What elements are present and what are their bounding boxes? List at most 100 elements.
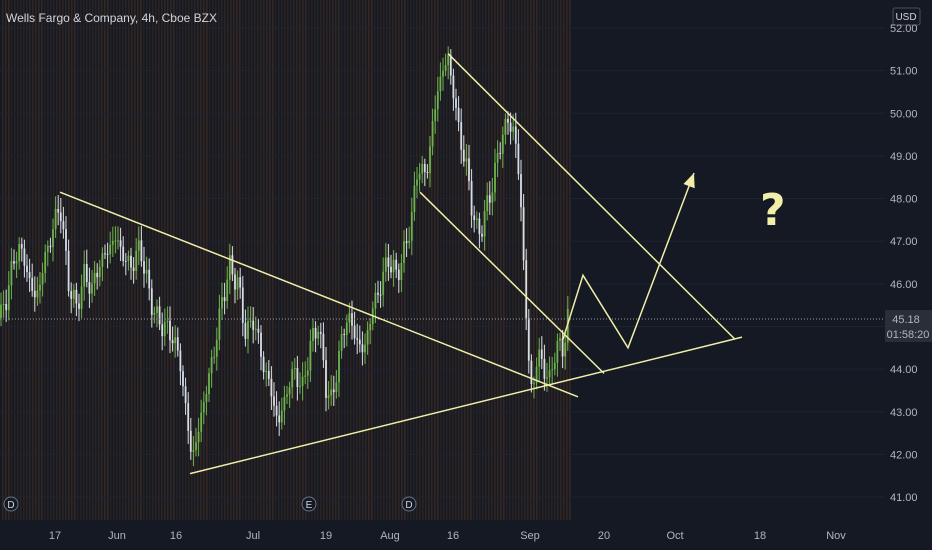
projection-path[interactable] [562, 172, 695, 350]
candle-body [161, 324, 164, 337]
time-axis[interactable] [0, 520, 885, 550]
candle-body [460, 122, 463, 150]
volume-band [59, 0, 61, 520]
volume-band [398, 0, 400, 520]
candle-body [327, 395, 330, 398]
candle-body [426, 171, 429, 174]
candle-body [475, 218, 478, 220]
candle-body [392, 259, 395, 273]
candle-body [364, 344, 366, 353]
candle-body [358, 339, 361, 345]
price-axis[interactable] [885, 0, 932, 520]
volume-band [326, 0, 328, 520]
candle-body [257, 328, 260, 333]
volume-band [356, 0, 358, 520]
candle-body [33, 290, 36, 298]
volume-band [458, 0, 460, 520]
y-tick-label: 50.00 [890, 108, 918, 120]
candle-body [304, 375, 307, 377]
volume-band [194, 0, 196, 520]
y-tick-label: 43.00 [890, 407, 918, 419]
volume-band [512, 0, 514, 520]
volume-band [254, 0, 256, 520]
candle-body [5, 303, 8, 311]
candle-body [208, 373, 210, 395]
volume-band [302, 0, 304, 520]
volume-band [569, 0, 571, 520]
volume-band [434, 0, 436, 520]
candle-body [265, 370, 268, 373]
volume-band [494, 0, 496, 520]
candle-body [533, 383, 535, 385]
volume-band [80, 0, 82, 520]
event-marker[interactable]: D [3, 496, 19, 512]
chart-title: Wells Fargo & Company, 4h, Cboe BZX [6, 11, 217, 25]
candle-body [278, 415, 281, 423]
volume-band [299, 0, 301, 520]
volume-band [191, 0, 193, 520]
candle-body [499, 152, 502, 154]
volume-band [110, 0, 112, 520]
candle-body [291, 368, 294, 388]
currency-badge[interactable] [892, 7, 921, 26]
candle-body [494, 162, 496, 193]
trendline-channel-bottom[interactable] [419, 191, 605, 374]
trendlines[interactable] [59, 53, 743, 475]
y-tick-label: 47.00 [890, 236, 918, 248]
event-marker[interactable]: E [301, 496, 317, 512]
volume-band [209, 0, 211, 520]
candle-body [254, 328, 257, 330]
candle-body [564, 342, 567, 357]
trendline-lower-ascending[interactable] [189, 336, 743, 475]
candle-body [384, 257, 387, 272]
volume-band [533, 0, 535, 520]
candle-body [75, 289, 78, 304]
volume-band [116, 0, 118, 520]
candle-body [153, 312, 156, 315]
candle-body [434, 109, 437, 122]
volume-band [422, 0, 424, 520]
candle-body [431, 121, 434, 147]
volume-band [149, 0, 151, 520]
volume-band [266, 0, 268, 520]
candle-body [400, 262, 403, 281]
volume-band [527, 0, 529, 520]
volume-band [20, 0, 22, 520]
candle-body [234, 274, 236, 290]
candle-body [117, 240, 119, 242]
volume-band [461, 0, 463, 520]
volume-band [365, 0, 367, 520]
volume-band [155, 0, 157, 520]
volume-band [89, 0, 91, 520]
volume-band [386, 0, 388, 520]
y-tick-label: 42.00 [890, 449, 918, 461]
event-marker[interactable]: D [401, 496, 417, 512]
candle-body [23, 248, 26, 266]
x-tick-label: Nov [826, 530, 846, 542]
candle-body [236, 277, 239, 290]
trendline-upper-descending[interactable] [59, 191, 579, 398]
candle-body [239, 277, 242, 288]
volume-band [341, 0, 343, 520]
candle-body [322, 333, 325, 361]
volume-band [251, 0, 253, 520]
candle-body [468, 158, 470, 182]
candle-body [132, 267, 135, 271]
candle-body [62, 221, 65, 230]
candle-body [202, 402, 205, 413]
volume-band [383, 0, 385, 520]
trendline-channel-top[interactable] [447, 53, 736, 340]
volume-band [158, 0, 160, 520]
candle-body [83, 264, 86, 287]
candle-body [512, 126, 515, 132]
candle-body [106, 253, 109, 255]
candle-body [429, 146, 431, 174]
volume-band [98, 0, 100, 520]
candle-body [221, 297, 223, 309]
candle-body [273, 396, 275, 406]
candle-body [538, 349, 541, 367]
volume-band [305, 0, 307, 520]
candle-body [10, 261, 13, 286]
